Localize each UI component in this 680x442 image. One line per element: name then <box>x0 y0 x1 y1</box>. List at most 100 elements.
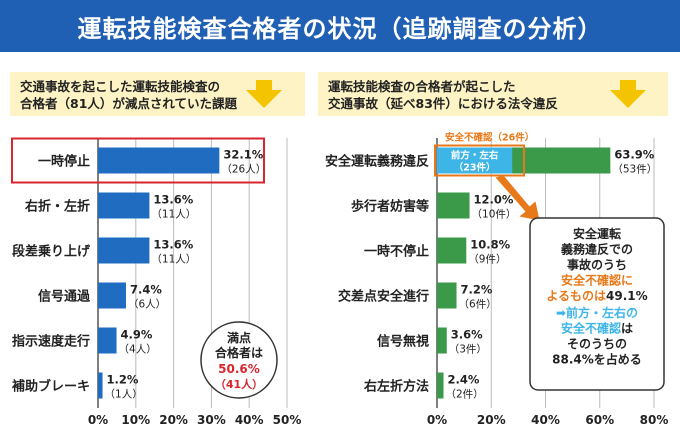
title-bar: 運転技能検査合格者の状況（追跡調査の分析） <box>0 0 680 52</box>
note-line1: 満点 <box>227 330 251 345</box>
left-bars <box>98 147 220 399</box>
right-tick-label: 0% <box>427 413 447 427</box>
callout-orange-line: 安全不確認に <box>561 273 633 288</box>
left-count-label: （26人） <box>221 164 266 176</box>
perfect-score-note: 満点 合格者は 50.6% （41人） <box>200 321 278 399</box>
right-value-label: 12.0% <box>474 193 514 207</box>
left-bar <box>98 327 117 354</box>
callout-line: 安全運転 <box>573 226 621 241</box>
callout-blue-line: 安全不確認は <box>561 321 633 336</box>
left-tick-label: 0% <box>88 413 108 427</box>
right-down-arrow-icon <box>610 80 646 108</box>
right-bar <box>437 372 444 399</box>
right-heading-line1: 運転技能検査の合格者が起こした <box>328 79 516 94</box>
safety-unconfirmed-box <box>434 144 526 177</box>
callout-tail-line: そのうちの <box>567 337 627 351</box>
inner-segment-count: （23件） <box>454 162 496 174</box>
left-tick-label: 30% <box>197 413 226 427</box>
callout-pointer-arrow <box>495 175 540 221</box>
right-value-label: 7.2% <box>461 283 493 297</box>
right-panel-heading: 運転技能検査の合格者が起こした 交通事故（延べ83件）における法令違反 <box>318 72 668 116</box>
callout-line: 義務違反での <box>561 242 633 257</box>
right-tick-label: 80% <box>640 413 669 427</box>
right-tick-label: 40% <box>531 413 560 427</box>
right-value-labels: 63.9% （53件） 12.0% （10件） 10.8% （9件） 7.2% （6件） 3.6… <box>446 148 658 401</box>
left-tick-label: 10% <box>121 413 150 427</box>
note-line4: （41人） <box>215 377 263 391</box>
left-count-label: （11人） <box>151 209 196 221</box>
note-line3: 50.6% <box>218 362 260 376</box>
callout-arrow-line: ➡前方・左右の <box>556 305 638 320</box>
left-category-label: 一時停止 <box>38 154 90 170</box>
left-value-label: 32.1% <box>223 148 263 162</box>
left-bar <box>98 282 126 309</box>
left-tick-label: 40% <box>235 413 264 427</box>
right-bar <box>437 327 447 354</box>
left-value-label: 1.2% <box>107 373 139 387</box>
right-category-label: 交差点安全進行 <box>338 289 429 305</box>
left-heading-line2: 合格者（81人）が減点されていた課題 <box>20 96 238 111</box>
right-category-label: 右左折方法 <box>363 379 429 395</box>
left-count-label: （4人） <box>119 344 157 356</box>
left-tick-labels: 0% 10% 20% 30% 40% 50% <box>88 413 302 427</box>
right-count-label: （53件） <box>612 164 657 176</box>
right-bar <box>437 192 470 219</box>
left-category-label: 補助ブレーキ <box>11 379 90 395</box>
right-tick-label: 20% <box>477 413 506 427</box>
safety-unconfirmed-label: 安全不確認（26件） <box>445 132 534 144</box>
left-tick-label: 20% <box>159 413 188 427</box>
callout-tail-line: 88.4%を占める <box>552 352 642 367</box>
right-category-label: 信号無視 <box>377 334 429 350</box>
inner-segment-label: 前方・左右 <box>451 150 499 162</box>
left-down-arrow-icon <box>246 80 282 108</box>
right-bar <box>437 282 457 309</box>
left-value-label: 13.6% <box>153 193 193 207</box>
right-category-label: 歩行者妨害等 <box>351 199 429 215</box>
right-category-label: 一時不停止 <box>364 244 429 260</box>
right-value-label: 3.6% <box>451 328 483 342</box>
right-count-label: （2件） <box>446 389 484 401</box>
right-category-label: 安全運転義務違反 <box>325 154 429 170</box>
left-value-label: 7.4% <box>130 283 162 297</box>
right-value-label: 63.9% <box>614 148 654 162</box>
left-category-label: 信号通過 <box>38 289 91 305</box>
right-count-label: （9件） <box>468 254 506 266</box>
left-bar <box>98 192 150 219</box>
front-left-right-segment <box>437 147 513 174</box>
left-category-label: 指示速度走行 <box>12 334 90 350</box>
left-tick-label: 50% <box>273 413 302 427</box>
left-bar <box>98 237 150 264</box>
left-heading-line1: 交通事故を起こした運転技能検査の <box>20 79 221 94</box>
page-title: 運転技能検査合格者の状況（追跡調査の分析） <box>77 14 603 43</box>
callout-line: 事故のうち <box>567 257 627 272</box>
right-tick-label: 60% <box>585 413 614 427</box>
left-count-label: （11人） <box>151 254 196 266</box>
callout-orange-pct-line: よるものは49.1% <box>546 289 647 303</box>
left-category-label: 右折・左折 <box>24 199 90 215</box>
right-heading-line2: 交通事故（延べ83件）における法令違反 <box>328 96 558 111</box>
right-tick-labels: 0% 20% 40% 60% 80% <box>427 413 669 427</box>
note-line2: 合格者は <box>215 345 263 360</box>
left-value-labels: 32.1% （26人） 13.6% （11人） 13.6% （11人） 7.4% （6人） 4.… <box>105 148 267 401</box>
left-bar <box>98 372 103 399</box>
left-count-label: （1人） <box>105 389 143 401</box>
callout-box <box>529 217 665 391</box>
left-count-label: （6人） <box>128 299 166 311</box>
left-bar <box>98 147 220 174</box>
left-value-label: 4.9% <box>121 328 153 342</box>
safety-unconfirmed-segment: 安全不確認（26件） 前方・左右（23件） <box>434 132 534 177</box>
left-category-label: 段差乗り上げ <box>12 244 91 260</box>
highlight-box <box>11 137 265 184</box>
left-value-label: 13.6% <box>153 238 193 252</box>
right-value-label: 2.4% <box>448 373 480 387</box>
right-bar <box>437 237 467 264</box>
right-count-label: （10件） <box>472 209 517 221</box>
right-value-label: 10.8% <box>470 238 510 252</box>
right-count-label: （6件） <box>459 299 497 311</box>
right-count-label: （3件） <box>449 344 487 356</box>
